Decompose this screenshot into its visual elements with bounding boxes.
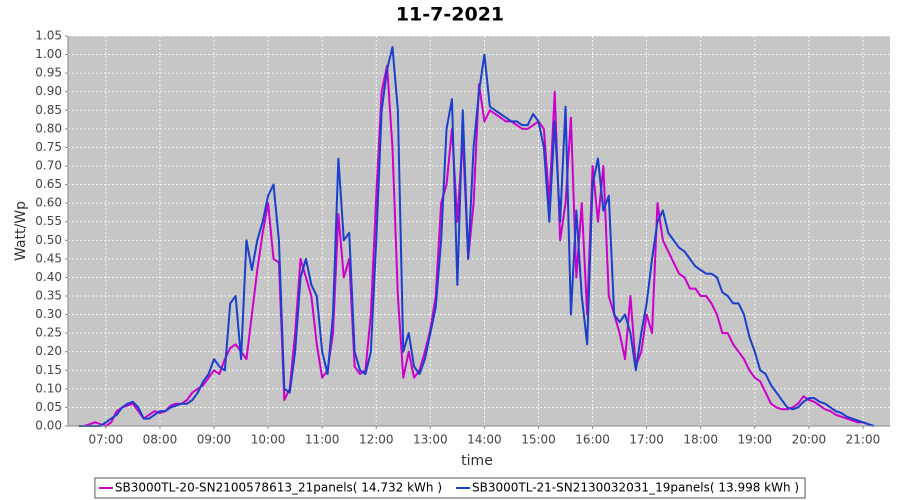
- y-tick-label: 0.05: [35, 400, 62, 414]
- y-tick-label: 0.35: [35, 289, 62, 303]
- chart-title: 11-7-2021: [396, 4, 504, 26]
- y-tick-label: 0.15: [35, 363, 62, 377]
- x-tick-label: 21:00: [846, 433, 881, 447]
- lines: [78, 46, 875, 427]
- legend: SB3000TL-20-SN2100578613_21panels( 14.73…: [94, 477, 806, 499]
- y-tick-label: 0.90: [35, 84, 62, 98]
- x-tick-label: 10:00: [251, 433, 286, 447]
- y-tick-label: 0.20: [35, 344, 62, 358]
- x-tick-label: 18:00: [683, 433, 718, 447]
- x-tick-label: 14:00: [467, 433, 502, 447]
- x-tick-label: 11:00: [305, 433, 340, 447]
- y-tick-label: 0.40: [35, 270, 62, 284]
- y-tick-label: 0.10: [35, 381, 62, 395]
- series-line: [78, 64, 875, 427]
- y-tick-label: 0.85: [35, 103, 62, 117]
- legend-box: [94, 477, 806, 499]
- y-tick-label: 0.80: [35, 121, 62, 135]
- x-tick-label: 17:00: [629, 433, 664, 447]
- series-line: [78, 46, 875, 427]
- y-tick-label: 0.25: [35, 326, 62, 340]
- y-tick-label: 1.05: [35, 29, 62, 43]
- y-tick-label: 0.65: [35, 177, 62, 191]
- y-tick-label: 0.75: [35, 140, 62, 154]
- legend-label: SB3000TL-20-SN2100578613_21panels( 14.73…: [115, 481, 442, 495]
- y-tick-label: 0.60: [35, 196, 62, 210]
- y-tick-label: 0.55: [35, 214, 62, 228]
- x-tick-label: 12:00: [359, 433, 394, 447]
- x-tick-label: 15:00: [521, 433, 556, 447]
- x-tick-label: 08:00: [143, 433, 178, 447]
- x-tick-label: 07:00: [89, 433, 124, 447]
- y-tick-label: 1.00: [35, 47, 62, 61]
- x-tick-label: 19:00: [738, 433, 773, 447]
- y-tick-label: 0.95: [35, 66, 62, 80]
- x-tick-label: 09:00: [197, 433, 232, 447]
- x-axis-label: time: [461, 453, 493, 469]
- grid: [68, 35, 890, 427]
- y-tick-label: 0.30: [35, 307, 62, 321]
- y-axis-label: Watt/Wp: [13, 201, 29, 261]
- x-tick-label: 20:00: [792, 433, 827, 447]
- y-tick-label: 0.00: [35, 419, 62, 433]
- x-tick-label: 13:00: [413, 433, 448, 447]
- legend-label: SB3000TL-21-SN2130032031_19panels( 13.99…: [472, 481, 799, 495]
- y-tick-label: 0.50: [35, 233, 62, 247]
- x-tick-label: 16:00: [575, 433, 610, 447]
- y-tick-label: 0.70: [35, 159, 62, 173]
- y-tick-label: 0.45: [35, 251, 62, 265]
